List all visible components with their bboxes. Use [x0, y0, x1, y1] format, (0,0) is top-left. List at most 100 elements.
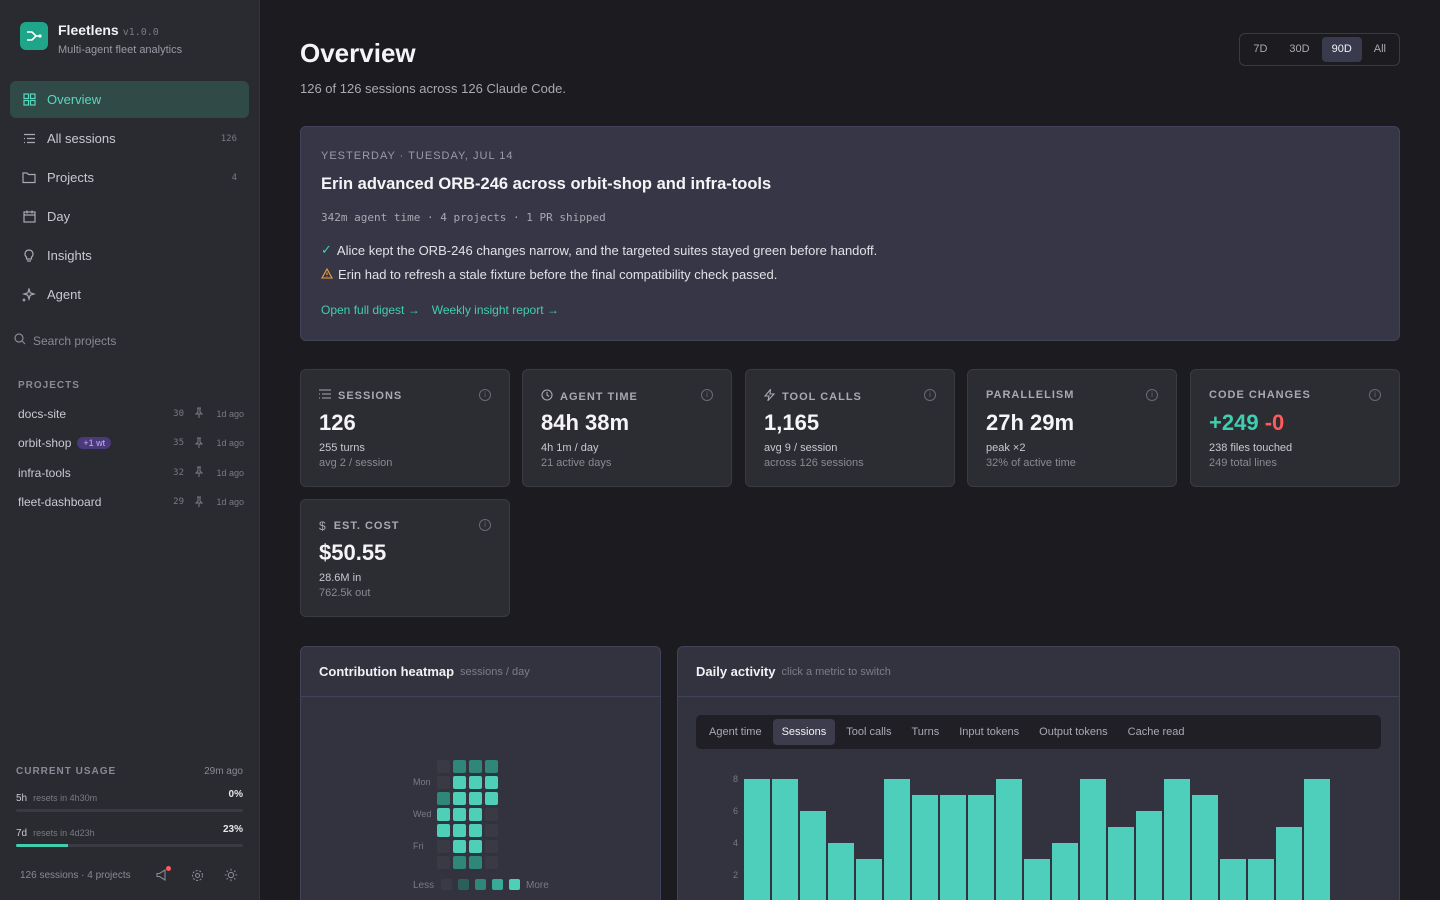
project-item-docs-site[interactable]: docs-site 30 1d ago — [18, 399, 246, 429]
stat-card-parallelism[interactable]: PARALLELISM i 27h 29m peak ×2 32% of act… — [967, 369, 1177, 487]
activity-bar[interactable] — [1304, 779, 1330, 900]
activity-bar[interactable] — [1136, 811, 1162, 900]
tab-cache-read[interactable]: Cache read — [1127, 726, 1185, 738]
activity-bar[interactable] — [912, 795, 938, 900]
search-input[interactable] — [33, 333, 233, 348]
info-icon[interactable]: i — [1146, 389, 1158, 401]
tab-agent-time[interactable]: Agent time — [709, 726, 762, 738]
worktree-badge: +1 wt — [77, 437, 112, 450]
brand-name: Fleetlens — [58, 22, 119, 38]
heatmap-cell[interactable] — [453, 856, 466, 869]
heatmap-cell[interactable] — [437, 856, 450, 869]
heatmap-cell[interactable] — [453, 840, 466, 853]
range-30d[interactable]: 30D — [1289, 43, 1310, 55]
heatmap-cell[interactable] — [437, 824, 450, 837]
nav-item-all-sessions[interactable]: All sessions 126 — [10, 120, 249, 157]
activity-bar[interactable] — [800, 811, 826, 900]
activity-bar[interactable] — [1248, 859, 1274, 900]
activity-bar[interactable] — [1276, 827, 1302, 900]
activity-bar[interactable] — [1108, 827, 1134, 900]
heatmap-cell[interactable] — [437, 792, 450, 805]
heatmap-cell[interactable] — [437, 760, 450, 773]
stat-detail: avg 2 / session — [319, 457, 393, 469]
heatmap-cell[interactable] — [469, 808, 482, 821]
heatmap-cell[interactable] — [485, 840, 498, 853]
activity-bar[interactable] — [968, 795, 994, 900]
weekly-insight-report-link[interactable]: Weekly insight report → — [431, 303, 559, 317]
info-icon[interactable]: i — [479, 389, 491, 401]
activity-bar[interactable] — [744, 779, 770, 900]
nav-item-agent[interactable]: Agent — [10, 276, 249, 313]
usage-heading: CURRENT USAGE — [16, 766, 117, 777]
heatmap-cell[interactable] — [485, 808, 498, 821]
nav-item-overview[interactable]: Overview — [10, 81, 249, 118]
activity-bar[interactable] — [1220, 859, 1246, 900]
range-7d[interactable]: 7D — [1253, 43, 1268, 55]
tab-sessions[interactable]: Sessions — [772, 719, 836, 745]
lines-removed: -0 — [1264, 410, 1285, 435]
heatmap-cell[interactable] — [437, 808, 450, 821]
range-all[interactable]: All — [1373, 43, 1386, 55]
heatmap-cell[interactable] — [437, 776, 450, 789]
stat-card-agent-time[interactable]: AGENT TIME i 84h 38m 4h 1m / day 21 acti… — [522, 369, 732, 487]
nav-item-projects[interactable]: Projects 4 — [10, 159, 249, 196]
info-icon[interactable]: i — [479, 519, 491, 531]
stat-card-code-changes[interactable]: CODE CHANGES i +249 -0 238 files touched… — [1190, 369, 1400, 487]
heatmap-cell[interactable] — [453, 824, 466, 837]
tab-output-tokens[interactable]: Output tokens — [1039, 726, 1108, 738]
stat-card-tool-calls[interactable]: TOOL CALLS i 1,165 avg 9 / session acros… — [745, 369, 955, 487]
fleetlens-logo-icon[interactable] — [20, 22, 48, 50]
activity-bar[interactable] — [1164, 779, 1190, 900]
activity-bar[interactable] — [996, 779, 1022, 900]
tab-input-tokens[interactable]: Input tokens — [959, 726, 1020, 738]
heatmap-cell[interactable] — [469, 840, 482, 853]
pin-icon[interactable] — [194, 466, 204, 481]
project-item-fleet-dashboard[interactable]: fleet-dashboard 29 1d ago — [18, 488, 246, 518]
heatmap-cell[interactable] — [485, 824, 498, 837]
info-icon[interactable]: i — [924, 389, 936, 401]
info-icon[interactable]: i — [701, 389, 713, 401]
nav-item-day[interactable]: Day — [10, 198, 249, 235]
tab-tool-calls[interactable]: Tool calls — [846, 726, 892, 738]
pin-icon[interactable] — [194, 496, 204, 511]
heatmap-cell[interactable] — [437, 840, 450, 853]
heatmap-cell[interactable] — [453, 792, 466, 805]
project-item-infra-tools[interactable]: infra-tools 32 1d ago — [18, 458, 246, 488]
activity-bar[interactable] — [772, 779, 798, 900]
activity-bar[interactable] — [1080, 779, 1106, 900]
activity-bar[interactable] — [1052, 843, 1078, 900]
activity-bar[interactable] — [1024, 859, 1050, 900]
open-full-digest-link[interactable]: Open full digest → — [321, 303, 420, 317]
heatmap-cell[interactable] — [485, 760, 498, 773]
heatmap-cell[interactable] — [453, 808, 466, 821]
nav-item-insights[interactable]: Insights — [10, 237, 249, 274]
daily-digest-card: YESTERDAY · TUESDAY, JUL 14 Erin advance… — [300, 126, 1400, 341]
project-item-orbit-shop[interactable]: orbit-shop +1 wt 35 1d ago — [18, 429, 246, 459]
activity-bar[interactable] — [856, 859, 882, 900]
tab-turns[interactable]: Turns — [911, 726, 940, 738]
range-90d[interactable]: 90D — [1321, 37, 1362, 62]
heatmap-cell[interactable] — [453, 776, 466, 789]
pin-icon[interactable] — [194, 437, 204, 452]
sun-icon[interactable] — [222, 866, 240, 884]
activity-bar[interactable] — [828, 843, 854, 900]
heatmap-cell[interactable] — [469, 792, 482, 805]
activity-bar[interactable] — [1192, 795, 1218, 900]
heatmap-cell[interactable] — [453, 760, 466, 773]
pin-icon[interactable] — [194, 407, 204, 422]
megaphone-icon[interactable] — [154, 866, 172, 884]
gear-icon[interactable] — [188, 866, 206, 884]
heatmap-cell[interactable] — [485, 776, 498, 789]
heatmap-cell[interactable] — [485, 856, 498, 869]
activity-bar[interactable] — [884, 779, 910, 900]
info-icon[interactable]: i — [1369, 389, 1381, 401]
stat-card-est-cost[interactable]: $ EST. COST i $50.55 28.6M in 762.5k out — [300, 499, 510, 617]
heatmap-cell[interactable] — [485, 792, 498, 805]
heatmap-cell[interactable] — [469, 760, 482, 773]
heatmap-cell[interactable] — [469, 776, 482, 789]
activity-bar[interactable] — [940, 795, 966, 900]
project-name: orbit-shop — [18, 436, 72, 451]
heatmap-cell[interactable] — [469, 824, 482, 837]
stat-card-sessions[interactable]: SESSIONS i 126 255 turns avg 2 / session — [300, 369, 510, 487]
heatmap-cell[interactable] — [469, 856, 482, 869]
